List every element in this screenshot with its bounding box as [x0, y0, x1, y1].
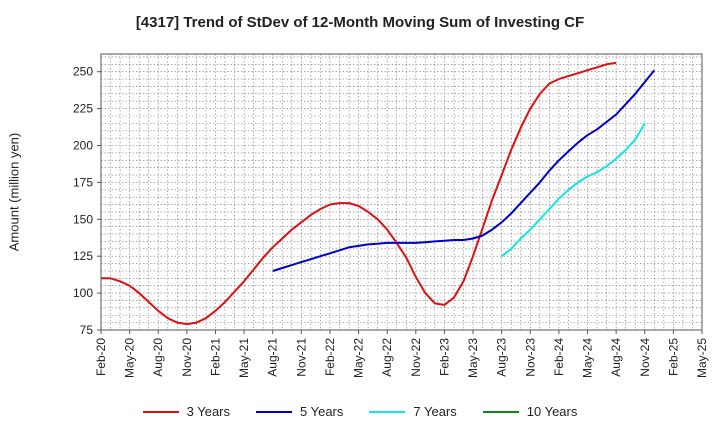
x-tick-label: May-21 — [237, 338, 251, 378]
x-tick-label: Nov-20 — [180, 338, 194, 377]
x-tick-label: May-22 — [352, 338, 366, 378]
legend-swatch — [256, 410, 292, 413]
x-tick-label: Nov-22 — [409, 338, 423, 377]
x-tick-label: Aug-23 — [495, 338, 509, 377]
legend-item: 7 Years — [369, 404, 457, 419]
legend-item: 3 Years — [142, 404, 230, 419]
y-tick-label: 225 — [73, 102, 93, 116]
x-tick-label: Aug-24 — [609, 338, 623, 377]
y-tick-label: 75 — [80, 323, 94, 337]
y-tick-label: 100 — [73, 286, 93, 300]
y-tick-label: 175 — [73, 175, 93, 189]
legend-swatch — [142, 410, 179, 413]
x-tick-label: May-20 — [123, 338, 137, 378]
legend: 3 Years 5 Years 7 Years 10 Years — [0, 404, 720, 419]
y-tick-label: 200 — [73, 139, 93, 153]
series-lines — [101, 61, 656, 326]
x-tick-label: May-24 — [581, 338, 595, 378]
y-tick-label: 250 — [73, 65, 93, 79]
plot-frame — [100, 53, 703, 331]
x-tick-label: Aug-22 — [380, 338, 394, 377]
x-tick-label: Feb-20 — [94, 338, 108, 376]
grid-lines — [100, 54, 703, 331]
x-tick-label: Nov-24 — [638, 338, 652, 377]
series-line-5-years — [272, 69, 656, 272]
x-tick-label: May-25 — [695, 338, 709, 378]
legend-item: 5 Years — [256, 404, 343, 419]
series-line-3-years — [101, 61, 617, 326]
legend-swatch — [369, 410, 406, 413]
x-tick-label: Nov-23 — [523, 338, 537, 377]
legend-label: 7 Years — [413, 404, 457, 419]
legend-label: 3 Years — [186, 404, 230, 419]
x-tick-label: Feb-22 — [323, 338, 337, 376]
y-tick-label: 150 — [73, 212, 93, 226]
x-tick-label: Feb-25 — [666, 338, 680, 376]
legend-label: 10 Years — [526, 404, 578, 419]
chart-title: [4317] Trend of StDev of 12-Month Moving… — [135, 14, 585, 31]
x-tick-label: Nov-21 — [294, 338, 308, 377]
x-tick-label: Aug-20 — [151, 338, 165, 377]
x-tick-label: Feb-23 — [437, 338, 451, 376]
axes: 75 100 125 150 175 200 225 250 Feb-20 May-20 Aug-2… — [73, 53, 709, 378]
x-tick-label: May-23 — [466, 338, 480, 378]
x-tick-label: Feb-21 — [208, 338, 222, 376]
legend-item: 10 Years — [482, 404, 578, 419]
legend-swatch — [482, 410, 519, 413]
legend-label: 5 Years — [300, 404, 344, 419]
x-tick-label: Feb-24 — [552, 338, 566, 376]
series-line-7-years — [501, 122, 646, 257]
y-tick-label: 125 — [73, 249, 93, 263]
x-tick-label: Aug-21 — [266, 338, 280, 377]
